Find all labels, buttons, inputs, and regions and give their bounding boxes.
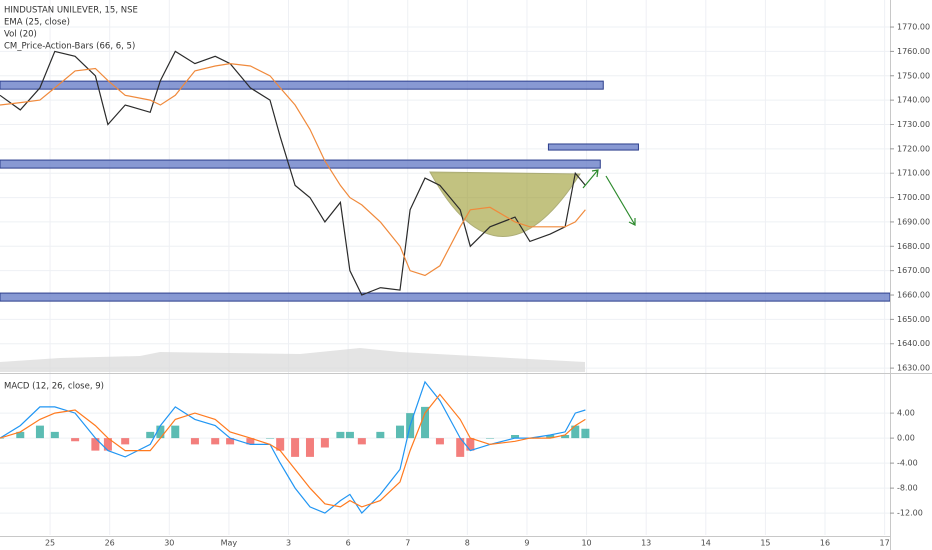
histogram-bar (336, 431, 345, 439)
x-tick-label: 10 (581, 539, 591, 548)
histogram-bar (546, 435, 555, 439)
histogram-bar (511, 435, 520, 439)
y-tick-label: 1770.00 (897, 23, 930, 32)
histogram-bar (345, 431, 354, 439)
histogram-bar (320, 438, 329, 448)
zone (547, 143, 639, 151)
y-tick-label: 1710.00 (897, 169, 930, 178)
y-tick-label: 0.00 (897, 434, 915, 443)
y-tick-label: 1680.00 (897, 242, 930, 251)
histogram-bar (486, 438, 495, 439)
histogram-bar (16, 431, 25, 439)
histogram-bar (266, 438, 275, 439)
x-tick-label: May (221, 539, 238, 548)
histogram-bar (121, 438, 130, 445)
cup-pattern (429, 171, 581, 237)
plot-layer (0, 50, 891, 515)
histogram-bar (571, 425, 580, 439)
indicator-label: Vol (20) (4, 30, 37, 40)
x-tick-label: 3 (286, 539, 291, 548)
x-tick-label: 6 (346, 539, 351, 548)
histogram-bar (581, 428, 590, 439)
x-tick-label: 8 (465, 539, 470, 548)
histogram-bar (395, 425, 404, 439)
series-line (0, 50, 586, 296)
histogram-bar (357, 438, 366, 445)
x-tick-label: 25 (45, 539, 55, 548)
x-tick-label: 9 (524, 539, 529, 548)
series-line (0, 393, 586, 508)
symbol-title: HINDUSTAN UNILEVER, 15, NSE (4, 6, 138, 16)
histogram-bar (156, 425, 165, 439)
y-tick-label: 1750.00 (897, 71, 930, 80)
y-tick-label: 1720.00 (897, 144, 930, 153)
histogram-bar (305, 438, 314, 457)
zone (0, 80, 604, 90)
histogram-bar (435, 438, 444, 445)
histogram-bar (103, 438, 112, 451)
x-tick-label: 30 (164, 539, 174, 548)
y-tick-label: -8.00 (897, 484, 918, 493)
y-tick-label: 1660.00 (897, 291, 930, 300)
histogram-bar (171, 425, 180, 439)
x-tick-label: 17 (880, 539, 890, 548)
x-tick-label: 14 (701, 539, 711, 548)
histogram-bar (50, 431, 59, 439)
x-tick-label: 16 (820, 539, 830, 548)
histogram-bar (276, 438, 285, 451)
y-tick-label: 1650.00 (897, 315, 930, 324)
histogram-bar (226, 438, 235, 445)
x-tick-label: 7 (405, 539, 410, 548)
x-tick-label: 13 (641, 539, 651, 548)
x-tick-label: 26 (105, 539, 115, 548)
series-line (0, 62, 586, 277)
arrow-down (605, 175, 636, 226)
histogram-bar (376, 431, 385, 439)
y-tick-label: 1740.00 (897, 96, 930, 105)
histogram-bar (0, 438, 4, 439)
y-tick-label: -4.00 (897, 459, 918, 468)
arrow-up (582, 169, 599, 189)
volume-area (0, 348, 585, 372)
ema-label: EMA (25, close) (4, 18, 70, 28)
grid-layer (0, 0, 890, 535)
indicator-label: CM_Price-Action-Bars (66, 6, 5) (4, 42, 135, 52)
histogram-bar (456, 438, 465, 457)
y-tick-label: 1700.00 (897, 193, 930, 202)
histogram-bar (211, 438, 220, 445)
histogram-bar (91, 438, 100, 451)
histogram-bar (146, 431, 155, 439)
zone (0, 292, 891, 302)
y-tick-label: 4.00 (897, 409, 915, 418)
y-tick-label: 1670.00 (897, 266, 930, 275)
histogram-bar (246, 438, 255, 445)
y-tick-label: -12.00 (897, 509, 923, 518)
y-tick-label: 1640.00 (897, 339, 930, 348)
histogram-bar (466, 438, 475, 451)
y-tick-label: 1730.00 (897, 120, 930, 129)
y-tick-label: 1690.00 (897, 217, 930, 226)
macd-title: MACD (12, 26, close, 9) (4, 382, 104, 392)
histogram-bar (35, 425, 44, 439)
histogram-bar (190, 438, 199, 445)
histogram-bar (561, 435, 570, 439)
histogram-bar (71, 438, 80, 442)
histogram-bar (421, 406, 430, 439)
y-tick-label: 1630.00 (897, 364, 930, 373)
histogram-bar (291, 438, 300, 457)
y-tick-label: 1760.00 (897, 47, 930, 56)
zone (0, 159, 601, 169)
x-tick-label: 15 (760, 539, 770, 548)
